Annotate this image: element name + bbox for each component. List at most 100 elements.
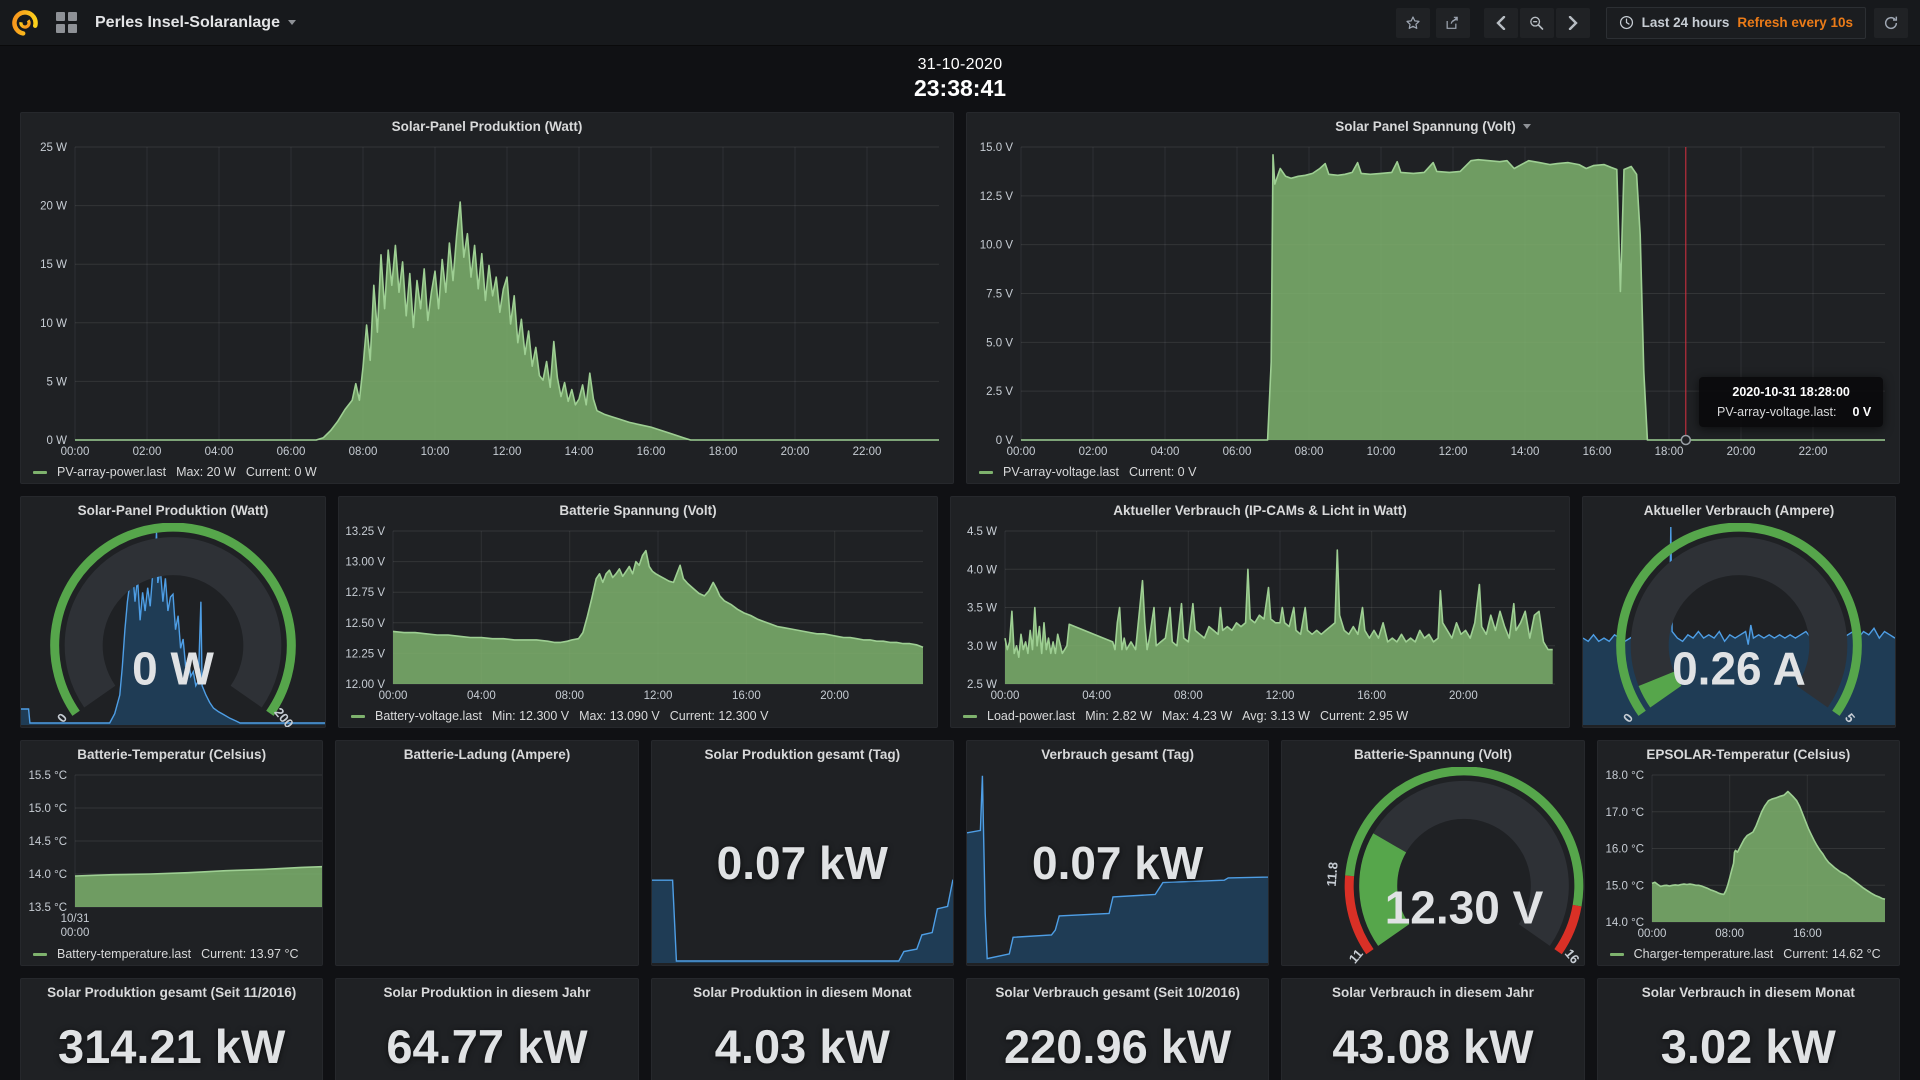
dashboards-grid-icon[interactable] (52, 8, 81, 37)
panel-body[interactable]: 2.5 W 3.0 W 3.5 W 4.0 W 4.5 W 00:00 04:00 08:00… (951, 523, 1569, 705)
panel-title[interactable]: Verbrauch gesamt (Tag) (967, 741, 1268, 767)
battery-temp-graph-chart[interactable]: 13.5 °C 14.0 °C 14.5 °C 15.0 °C 15.5 °C 10/31… (21, 767, 323, 943)
svg-text:04:00: 04:00 (1082, 690, 1111, 702)
legend-series-name[interactable]: Charger-temperature.last (1633, 947, 1774, 961)
svg-text:14.0 °C: 14.0 °C (1605, 917, 1643, 929)
stat-value: 4.03 kW (714, 1020, 890, 1073)
panel-load-total-day-stat: Verbrauch gesamt (Tag) 0.07 kW (965, 740, 1270, 966)
panel-title-text: Solar Verbrauch in diesem Jahr (1332, 984, 1534, 1000)
share-button[interactable] (1435, 7, 1470, 38)
dashboard-row-2: Solar-Panel Produktion (Watt) 0 200 0 W Batt… (20, 496, 1900, 728)
svg-text:12:00: 12:00 (644, 690, 673, 702)
svg-text:18.0 °C: 18.0 °C (1605, 770, 1643, 782)
panel-title-text: Batterie-Ladung (Ampere) (403, 746, 571, 762)
legend-series-name[interactable]: Battery-temperature.last (57, 947, 192, 961)
chevron-down-icon (1522, 123, 1531, 129)
panel-title[interactable]: Solar Produktion in diesem Monat (652, 979, 953, 1005)
zoom-out-button[interactable] (1519, 7, 1554, 38)
time-shift-left-button[interactable] (1483, 7, 1518, 38)
svg-text:04:00: 04:00 (1151, 446, 1180, 458)
panel-title-text: EPSOLAR-Temperatur (Celsius) (1646, 746, 1851, 762)
gauge-value: 12.30 V (1385, 882, 1544, 934)
time-range-picker[interactable]: Last 24 hours Refresh every 10s (1605, 6, 1866, 39)
panel-title[interactable]: Aktueller Verbrauch (IP-CAMs & Licht in … (951, 497, 1569, 523)
svg-text:20:00: 20:00 (820, 690, 849, 702)
panel-title-text: Verbrauch gesamt (Tag) (1041, 746, 1195, 762)
stat-value: 314.21 kW (58, 1020, 286, 1073)
panel-title[interactable]: Solar Panel Spannung (Volt) (967, 113, 1899, 139)
legend-series-name[interactable]: PV-array-power.last (57, 465, 167, 479)
battery-charge-gauge-dial: 0100 A (336, 767, 638, 965)
svg-text:16: 16 (1562, 946, 1583, 965)
panel-body[interactable]: 0 W 5 W 10 W 15 W 20 W 25 W 00:00 02:00 04:00 06:… (21, 139, 953, 461)
panel-title[interactable]: Solar Produktion gesamt (Tag) (652, 741, 953, 767)
battery-voltage-graph-chart[interactable]: 12.00 V 12.25 V 12.50 V 12.75 V 13.00 V 13.25… (339, 523, 937, 705)
panel-solar-voltage-graph: Solar Panel Spannung (Volt) 0 V 2.5 V 5.0 V… (966, 112, 1900, 484)
dashboard-title-text: Perles Insel-Solaranlage (95, 13, 280, 31)
panel-body: 0.07 kW (651, 767, 953, 965)
svg-text:13.25 V: 13.25 V (345, 526, 385, 538)
legend-series-name[interactable]: PV-array-voltage.last (1003, 465, 1120, 479)
panel-body[interactable]: 14.0 °C 15.0 °C 16.0 °C 17.0 °C 18.0 °C 00:00… (1598, 767, 1899, 943)
svg-text:15.0 °C: 15.0 °C (1605, 880, 1643, 892)
solar-voltage-graph-chart[interactable]: 0 V 2.5 V 5.0 V 7.5 V 10.0 V 12.5 V 15.0 V 00:0… (967, 139, 1899, 461)
stat-value: 64.77 kW (386, 1020, 588, 1073)
panel-body: 0 5 0.26 A (1583, 523, 1895, 727)
svg-text:00:00: 00:00 (61, 446, 90, 458)
star-button[interactable] (1395, 7, 1430, 38)
panel-title[interactable]: Batterie-Ladung (Ampere) (336, 741, 637, 767)
legend-series-name[interactable]: Battery-voltage.last (375, 709, 482, 723)
svg-text:22:00: 22:00 (853, 446, 882, 458)
svg-text:04:00: 04:00 (467, 690, 496, 702)
panel-title[interactable]: Solar Verbrauch in diesem Jahr (1282, 979, 1583, 1005)
time-shift-right-button[interactable] (1555, 7, 1590, 38)
panel-title[interactable]: EPSOLAR-Temperatur (Celsius) (1598, 741, 1899, 767)
svg-text:00:00: 00:00 (1637, 928, 1666, 940)
top-navbar: Perles Insel-Solaranlage (0, 0, 1920, 46)
panel-solar-total-stat: Solar Produktion gesamt (Seit 11/2016) 31… (20, 978, 324, 1080)
gauge-value: 0 W (132, 642, 214, 694)
legend: Load-power.last Min: 2.82 W Max: 4.23 W Avg… (951, 705, 1569, 727)
panel-title[interactable]: Batterie-Temperatur (Celsius) (21, 741, 322, 767)
grafana-logo-icon[interactable] (12, 9, 38, 36)
panel-title-text: Solar Produktion gesamt (Seit 11/2016) (47, 984, 297, 1000)
panel-title[interactable]: Solar Produktion gesamt (Seit 11/2016) (21, 979, 322, 1005)
panel-body: 220.96 kW (967, 1005, 1268, 1080)
svg-text:00:00: 00:00 (991, 690, 1020, 702)
svg-text:12.00 V: 12.00 V (345, 679, 385, 691)
svg-text:0 W: 0 W (47, 435, 68, 447)
panel-title[interactable]: Aktueller Verbrauch (Ampere) (1583, 497, 1895, 523)
panel-title[interactable]: Solar-Panel Produktion (Watt) (21, 497, 325, 523)
panel-title[interactable]: Solar Verbrauch gesamt (Seit 10/2016) (967, 979, 1268, 1005)
load-power-graph-chart[interactable]: 2.5 W 3.0 W 3.5 W 4.0 W 4.5 W 00:00 04:00 08:00… (951, 523, 1569, 705)
charger-temp-graph-chart[interactable]: 14.0 °C 15.0 °C 16.0 °C 17.0 °C 18.0 °C 00:00… (1598, 767, 1899, 943)
panel-body[interactable]: 13.5 °C 14.0 °C 14.5 °C 15.0 °C 15.5 °C 10/31… (21, 767, 323, 943)
refresh-button[interactable] (1874, 7, 1908, 38)
panel-title-text: Batterie Spannung (Volt) (559, 502, 717, 518)
panel-title[interactable]: Batterie Spannung (Volt) (339, 497, 937, 523)
tooltip-series-row: PV-array-voltage.last: 0 V (1711, 405, 1871, 419)
svg-text:20:00: 20:00 (1727, 446, 1756, 458)
panel-solar-power-graph: Solar-Panel Produktion (Watt) 0 W 5 W 10 W 1… (20, 112, 954, 484)
svg-text:06:00: 06:00 (277, 446, 306, 458)
svg-text:14:00: 14:00 (1511, 446, 1540, 458)
svg-text:12:00: 12:00 (1439, 446, 1468, 458)
panel-solar-production-day-stat: Solar Produktion gesamt (Tag) 0.07 kW (650, 740, 954, 966)
dashboard-title[interactable]: Perles Insel-Solaranlage (95, 14, 296, 32)
legend-series-name[interactable]: Load-power.last (987, 709, 1076, 723)
panel-title-text: Solar Produktion gesamt (Tag) (704, 746, 901, 762)
solar-power-graph-chart[interactable]: 0 W 5 W 10 W 15 W 20 W 25 W 00:00 02:00 04:00 06:… (21, 139, 953, 461)
panel-body[interactable]: 12.00 V 12.25 V 12.50 V 12.75 V 13.00 V 13.25… (339, 523, 937, 705)
svg-text:17.0 °C: 17.0 °C (1605, 807, 1643, 819)
svg-text:4.0 W: 4.0 W (967, 564, 997, 576)
svg-text:18:00: 18:00 (709, 446, 738, 458)
legend-stat: Current: 12.300 V (669, 709, 769, 723)
panel-title[interactable]: Batterie-Spannung (Volt) (1282, 741, 1583, 767)
panel-title[interactable]: Solar-Panel Produktion (Watt) (21, 113, 953, 139)
svg-text:15.0 V: 15.0 V (980, 142, 1014, 154)
panel-title[interactable]: Solar Produktion in diesem Jahr (336, 979, 637, 1005)
refresh-icon (1884, 16, 1898, 29)
panel-body[interactable]: 0 V 2.5 V 5.0 V 7.5 V 10.0 V 12.5 V 15.0 V 00:0… (967, 139, 1899, 461)
panel-title[interactable]: Solar Verbrauch in diesem Monat (1598, 979, 1899, 1005)
